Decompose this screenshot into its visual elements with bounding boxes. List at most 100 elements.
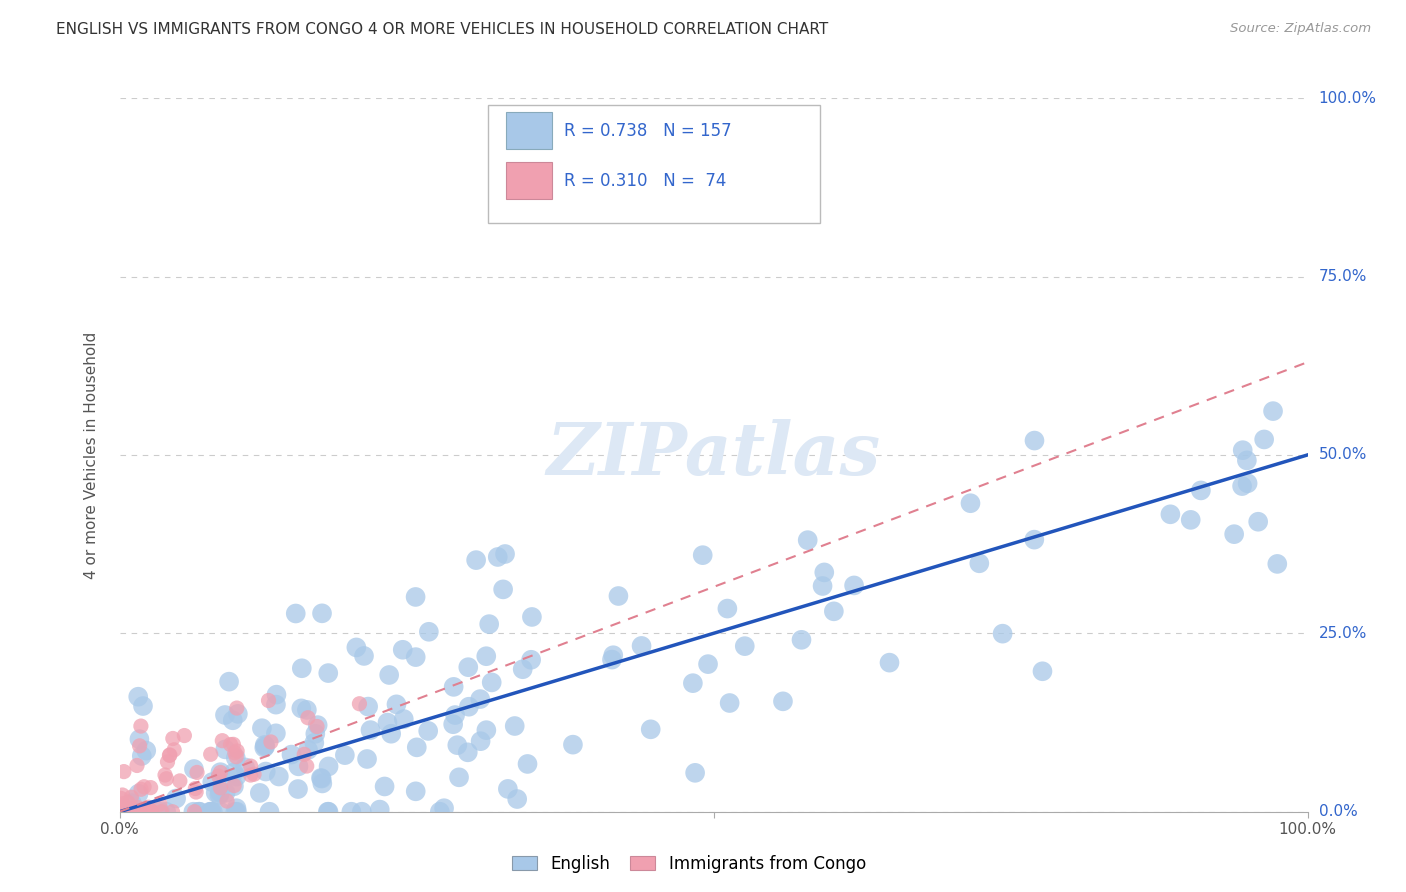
Point	[215, 794, 238, 808]
Point	[139, 805, 162, 819]
Point	[200, 805, 222, 819]
Point	[226, 744, 249, 758]
Point	[117, 803, 139, 817]
Point	[600, 652, 623, 666]
Point	[607, 589, 630, 603]
Point	[359, 723, 381, 737]
Point	[149, 805, 172, 819]
Point	[135, 805, 157, 819]
Point	[470, 692, 492, 706]
Point	[127, 805, 149, 819]
Point	[222, 737, 245, 751]
Point	[218, 674, 240, 689]
Point	[1236, 453, 1258, 467]
Point	[290, 701, 312, 715]
Point	[1159, 508, 1181, 522]
Point	[159, 748, 181, 763]
Point	[114, 805, 136, 819]
Point	[879, 656, 901, 670]
Point	[311, 772, 333, 786]
Point	[163, 743, 186, 757]
Text: 25.0%: 25.0%	[1319, 626, 1367, 640]
Point	[201, 805, 224, 819]
Point	[214, 708, 236, 723]
Point	[318, 759, 340, 773]
Point	[790, 632, 813, 647]
Text: ZIPatlas: ZIPatlas	[547, 419, 880, 491]
Point	[155, 772, 177, 786]
Point	[716, 601, 738, 615]
Point	[304, 727, 326, 741]
Point	[239, 768, 262, 782]
Point	[129, 719, 152, 733]
Point	[211, 733, 233, 747]
Point	[214, 742, 236, 756]
Point	[380, 727, 402, 741]
Point	[292, 747, 315, 762]
Point	[138, 805, 160, 819]
Point	[287, 782, 309, 797]
Point	[429, 805, 451, 819]
Point	[127, 805, 149, 819]
Point	[811, 579, 834, 593]
Point	[187, 805, 209, 819]
Point	[697, 657, 720, 672]
Point	[219, 738, 242, 752]
Point	[503, 719, 526, 733]
Point	[257, 693, 280, 707]
Point	[209, 765, 232, 780]
Point	[112, 805, 135, 819]
Point	[225, 701, 247, 715]
Point	[969, 556, 991, 570]
Point	[169, 773, 191, 788]
Point	[253, 738, 276, 752]
Point	[226, 805, 249, 819]
FancyBboxPatch shape	[506, 112, 553, 150]
Point	[447, 770, 470, 784]
Point	[357, 699, 380, 714]
Point	[214, 786, 236, 800]
Point	[111, 805, 134, 819]
Point	[496, 781, 519, 796]
Point	[132, 699, 155, 714]
Point	[295, 759, 318, 773]
Point	[356, 752, 378, 766]
Point	[224, 805, 246, 819]
Text: 100.0%: 100.0%	[1319, 91, 1376, 105]
Text: Source: ZipAtlas.com: Source: ZipAtlas.com	[1230, 22, 1371, 36]
Point	[470, 734, 492, 748]
Text: 0.0%: 0.0%	[1319, 805, 1357, 819]
Point	[718, 696, 741, 710]
Point	[208, 788, 231, 802]
Point	[184, 781, 207, 796]
Point	[392, 712, 415, 726]
Point	[222, 713, 245, 727]
Point	[155, 805, 177, 819]
Point	[333, 748, 356, 763]
Point	[226, 706, 249, 721]
Point	[222, 779, 245, 793]
Point	[264, 726, 287, 740]
Point	[492, 582, 515, 597]
Point	[1189, 483, 1212, 498]
Point	[291, 661, 314, 675]
Point	[418, 723, 440, 738]
Point	[443, 680, 465, 694]
Point	[307, 718, 329, 732]
Point	[297, 711, 319, 725]
Point	[353, 648, 375, 663]
Point	[561, 738, 583, 752]
Point	[475, 649, 498, 664]
Point	[201, 775, 224, 789]
Point	[734, 639, 756, 653]
Point	[186, 765, 208, 780]
Point	[316, 805, 339, 819]
Point	[391, 642, 413, 657]
Point	[267, 770, 290, 784]
Point	[127, 690, 149, 704]
Point	[311, 607, 333, 621]
Point	[128, 739, 150, 753]
Point	[150, 805, 173, 819]
Point	[309, 771, 332, 785]
Point	[209, 805, 232, 819]
